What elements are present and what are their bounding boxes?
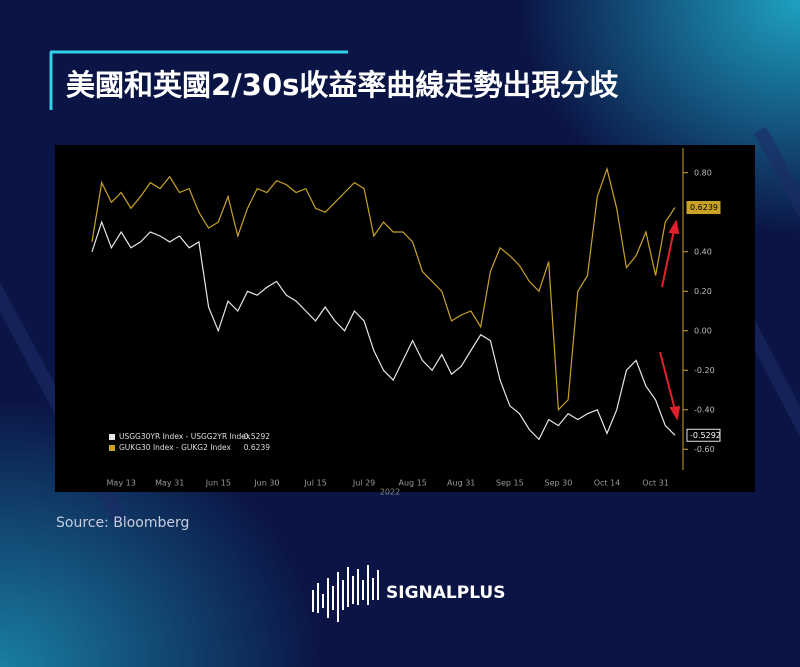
x-tick-label: Jul 15 — [303, 479, 326, 488]
legend-value: -0.5292 — [241, 432, 270, 441]
y-tick-label: -0.60 — [694, 445, 715, 454]
x-tick-label: Aug 31 — [447, 479, 475, 488]
x-axis-label: 2022 — [380, 488, 400, 497]
y-tick-label: 0.00 — [694, 326, 712, 335]
x-tick-label: Sep 30 — [544, 479, 572, 488]
series-line — [91, 220, 676, 441]
title: 美國和英國2/30s收益率曲線走勢出現分歧 — [66, 68, 618, 102]
last-value-tag — [686, 428, 721, 442]
y-tick-label: 0.20 — [694, 287, 712, 296]
x-tick-label: Aug 15 — [398, 479, 426, 488]
brand-logo: SIGNALPLUS — [312, 565, 505, 622]
source-note: Source: Bloomberg — [56, 515, 189, 531]
legend-swatch — [109, 445, 115, 451]
legend-swatch — [109, 434, 115, 440]
legend-label: GUKG30 Index - GUKG2 Index — [119, 443, 231, 452]
chart-background — [55, 145, 755, 492]
annotation-arrows — [659, 219, 681, 421]
x-tick-label: Jun 15 — [205, 479, 231, 488]
x-tick-label: Sep 15 — [496, 479, 524, 488]
x-tick-label: May 31 — [155, 479, 184, 488]
y-tick-label: 0.40 — [694, 247, 712, 256]
legend-value: 0.6239 — [244, 443, 270, 452]
x-tick-label: Jul 29 — [352, 479, 375, 488]
x-tick-label: Jun 30 — [253, 479, 279, 488]
x-tick-label: Oct 14 — [594, 479, 621, 488]
legend-label: USGG30YR Index - USGG2YR Index — [119, 432, 251, 441]
x-tick-label: Oct 31 — [642, 479, 669, 488]
x-tick-label: May 13 — [107, 479, 136, 488]
y-tick-label: 0.80 — [694, 168, 712, 177]
last-value-label: -0.5292 — [690, 431, 721, 440]
y-tick-label: -0.40 — [694, 405, 715, 414]
last-value-tag — [686, 201, 721, 215]
brand-name: SIGNALPLUS — [386, 583, 505, 603]
last-value-label: 0.6239 — [690, 203, 718, 212]
chart: 2022 0.80 0.40 0.20 0.00 -0.20 -0.40 -0.60 May … — [55, 145, 755, 497]
y-tick-label: -0.20 — [694, 366, 715, 375]
series-line — [91, 166, 676, 412]
